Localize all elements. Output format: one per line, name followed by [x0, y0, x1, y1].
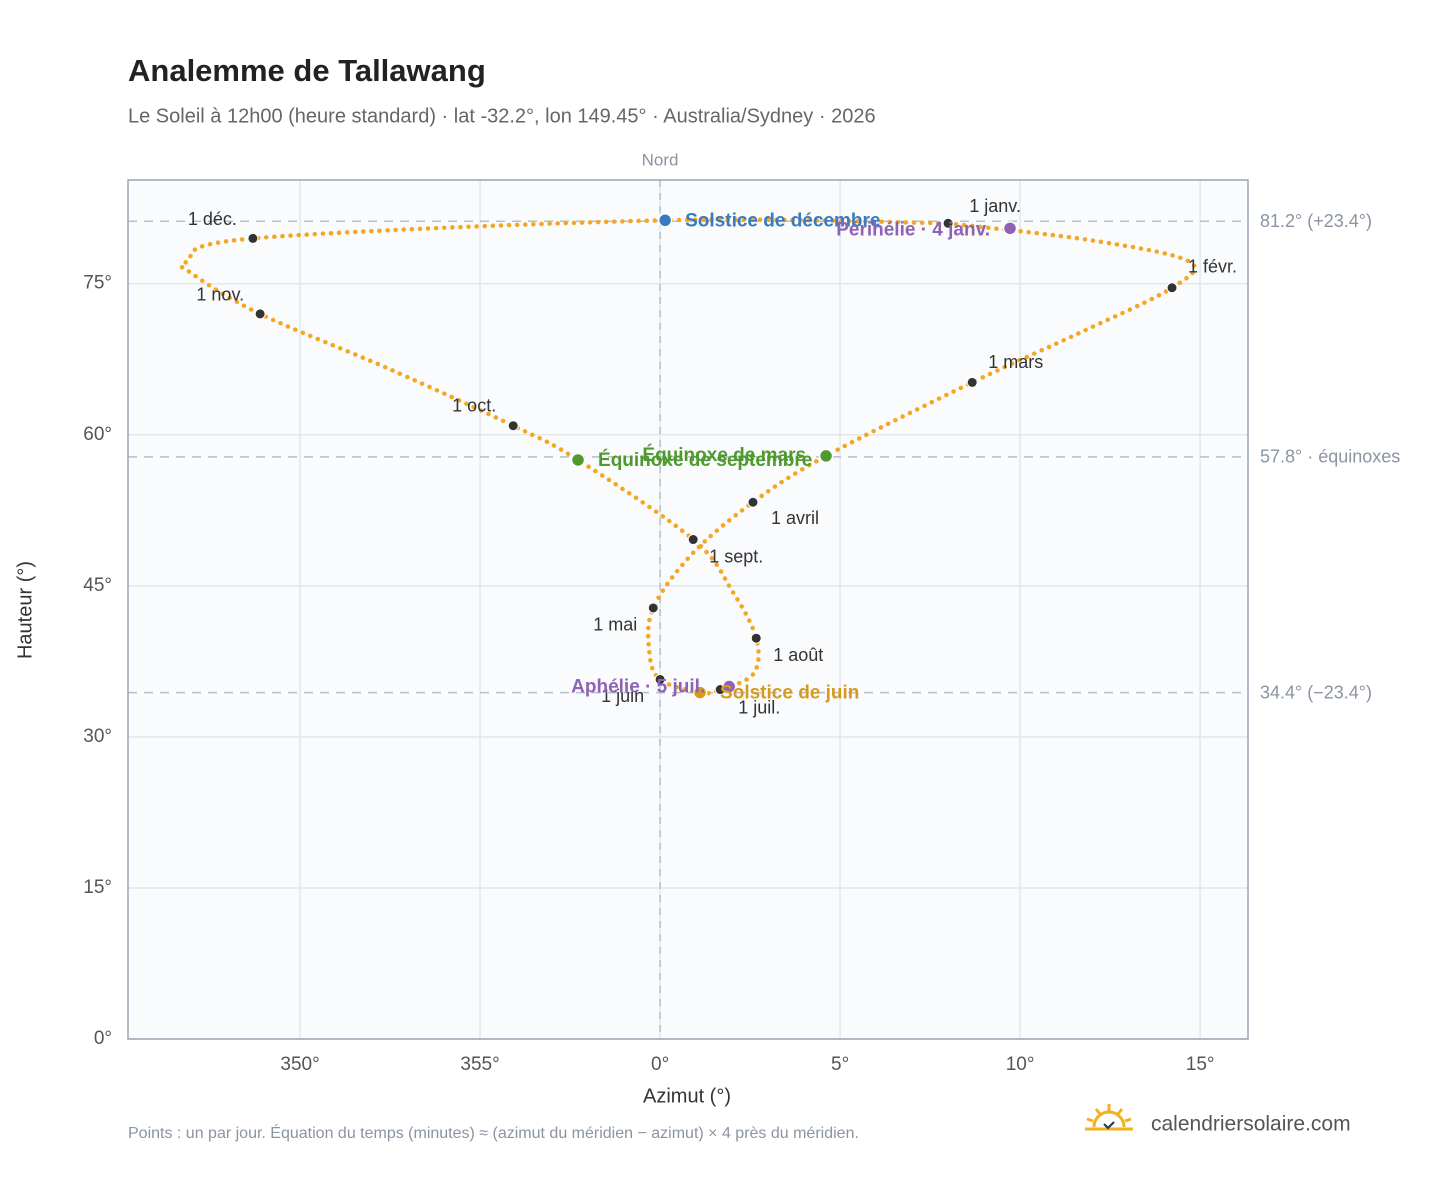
x-tick-label: 15°	[1186, 1054, 1215, 1075]
event-dot	[1002, 221, 1018, 236]
month-dot	[747, 496, 759, 508]
event-dot	[657, 213, 673, 228]
month-label: 1 avril	[771, 508, 819, 528]
month-label: 1 juin	[601, 686, 644, 706]
event-dot	[818, 448, 834, 464]
month-dot	[254, 308, 266, 320]
month-label: 1 mars	[988, 352, 1043, 372]
brand-name: calendriersolaire.com	[1151, 1113, 1351, 1136]
event-dot	[692, 685, 708, 700]
event-dot	[570, 452, 586, 468]
event-label: Équinoxe de mars	[642, 444, 806, 466]
reference-label: 81.2° (+23.4°)	[1260, 211, 1372, 231]
event-dot	[721, 679, 737, 694]
y-axis-title: Hauteur (°)	[14, 561, 36, 659]
x-tick-label: 0°	[651, 1054, 669, 1075]
event-label: Périhélie · 4 janv.	[836, 219, 990, 240]
month-dot	[750, 632, 762, 644]
footnote: Points : un par jour. Équation du temps …	[128, 1123, 859, 1142]
month-dot	[647, 602, 659, 614]
y-tick-label: 45°	[83, 575, 112, 596]
month-dot	[966, 376, 978, 388]
plot-frame	[127, 179, 1249, 1040]
x-tick-label: 10°	[1006, 1054, 1035, 1075]
chart-subtitle: Le Soleil à 12h00 (heure standard) · lat…	[128, 105, 876, 127]
y-tick-label: 60°	[83, 424, 112, 445]
plot-area	[128, 180, 1248, 1039]
month-dot	[507, 420, 519, 432]
month-label: 1 févr.	[1188, 257, 1237, 277]
month-label: 1 mai	[593, 615, 637, 635]
month-label: 1 oct.	[452, 395, 496, 415]
x-tick-label: 355°	[460, 1054, 499, 1075]
month-label: 1 juil.	[738, 697, 780, 717]
y-tick-label: 0°	[94, 1028, 112, 1049]
month-dot	[1166, 282, 1178, 294]
month-dot	[687, 534, 699, 546]
y-tick-label: 15°	[83, 877, 112, 898]
month-dot	[247, 232, 259, 244]
north-label: Nord	[642, 150, 679, 169]
month-dot	[654, 673, 666, 685]
event-label: Équinoxe de septembre	[598, 449, 812, 471]
reference-label: 34.4° (−23.4°)	[1260, 682, 1372, 702]
month-label: 1 déc.	[188, 209, 237, 229]
x-axis-title: Azimut (°)	[643, 1085, 731, 1107]
event-label: Aphélie · 5 juil.	[571, 677, 705, 698]
month-dot	[942, 217, 954, 229]
month-label: 1 août	[773, 645, 823, 665]
x-tick-label: 350°	[280, 1054, 319, 1075]
reference-label: 57.8° · équinoxes	[1260, 447, 1400, 467]
y-tick-label: 75°	[83, 273, 112, 294]
month-label: 1 nov.	[196, 285, 244, 305]
y-tick-label: 30°	[83, 726, 112, 747]
analemma-path	[178, 217, 1198, 696]
event-label: Solstice de juin	[720, 683, 859, 704]
month-label: 1 janv.	[969, 196, 1021, 216]
event-label: Solstice de décembre	[685, 210, 880, 231]
brand-logo	[1085, 1104, 1133, 1131]
x-tick-label: 5°	[831, 1054, 849, 1075]
chart-title: Analemme de Tallawang	[128, 53, 486, 88]
month-label: 1 sept.	[709, 546, 763, 566]
